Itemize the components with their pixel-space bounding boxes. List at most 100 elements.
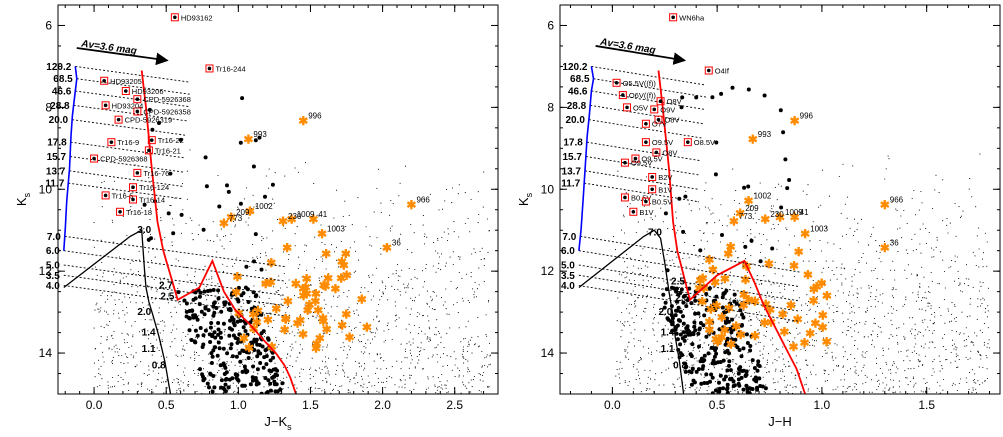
field-star bbox=[427, 376, 429, 378]
x-tick-label: 0.0 bbox=[86, 398, 103, 412]
field-star bbox=[197, 234, 199, 236]
field-star bbox=[979, 281, 981, 283]
field-star bbox=[397, 288, 399, 290]
field-star bbox=[622, 290, 624, 292]
cluster-star bbox=[740, 312, 744, 317]
cluster-star bbox=[202, 289, 207, 294]
field-star bbox=[177, 379, 179, 381]
field-star bbox=[634, 306, 636, 308]
field-star bbox=[258, 302, 260, 304]
field-star bbox=[892, 287, 894, 289]
field-star bbox=[842, 321, 845, 323]
field-star bbox=[823, 373, 825, 375]
yso-marker: ✱ bbox=[337, 318, 347, 332]
field-star bbox=[828, 195, 831, 197]
field-star bbox=[474, 251, 476, 253]
y-tick-label: 12 bbox=[541, 264, 555, 278]
field-star bbox=[778, 285, 780, 287]
cluster-star bbox=[770, 246, 775, 251]
field-star bbox=[985, 355, 987, 357]
field-star bbox=[364, 351, 366, 353]
field-star bbox=[189, 279, 191, 282]
star-dot bbox=[102, 78, 106, 83]
field-star bbox=[984, 232, 986, 234]
yso-marker: ✱ bbox=[382, 241, 392, 255]
field-star bbox=[122, 277, 124, 279]
field-star bbox=[107, 381, 109, 383]
field-star bbox=[107, 298, 109, 300]
field-star bbox=[955, 235, 957, 237]
field-star bbox=[132, 272, 134, 274]
field-star bbox=[645, 389, 647, 391]
cluster-star bbox=[263, 194, 267, 199]
field-star bbox=[369, 324, 371, 326]
field-star bbox=[873, 346, 875, 348]
field-star bbox=[844, 351, 846, 353]
yso-marker: ✱ bbox=[765, 303, 775, 317]
field-star bbox=[951, 320, 953, 322]
field-star bbox=[763, 334, 765, 336]
field-star bbox=[187, 385, 189, 387]
isochrone-mass-label: 0.8 bbox=[673, 360, 687, 371]
field-star bbox=[766, 359, 768, 361]
field-star bbox=[146, 285, 148, 287]
field-star bbox=[978, 366, 980, 368]
field-star bbox=[919, 243, 921, 245]
field-star bbox=[616, 360, 618, 363]
field-star bbox=[360, 341, 363, 343]
field-star bbox=[183, 389, 185, 391]
cluster-star bbox=[234, 354, 239, 359]
field-star bbox=[231, 296, 233, 299]
field-star bbox=[339, 327, 341, 329]
field-star bbox=[867, 244, 869, 246]
field-star bbox=[107, 384, 109, 387]
field-star bbox=[336, 369, 338, 372]
field-star bbox=[93, 327, 95, 329]
field-star bbox=[265, 175, 267, 177]
field-star bbox=[187, 380, 189, 382]
field-star bbox=[249, 296, 251, 298]
field-star bbox=[707, 344, 710, 347]
field-star bbox=[160, 220, 162, 222]
field-star bbox=[463, 357, 465, 359]
cluster-star bbox=[215, 353, 220, 358]
field-star bbox=[748, 320, 750, 322]
field-star bbox=[979, 354, 981, 356]
field-star bbox=[164, 236, 166, 239]
field-star bbox=[621, 311, 623, 313]
field-star bbox=[713, 367, 715, 369]
field-star bbox=[853, 330, 856, 332]
field-star bbox=[638, 339, 640, 342]
field-star bbox=[756, 275, 758, 277]
yso-label: 1009 bbox=[785, 208, 803, 217]
field-star bbox=[919, 360, 921, 362]
field-star bbox=[766, 361, 768, 363]
field-star bbox=[700, 373, 702, 375]
field-star bbox=[746, 271, 748, 273]
field-star bbox=[962, 210, 964, 212]
field-star bbox=[389, 230, 391, 232]
field-star bbox=[229, 369, 231, 371]
field-star bbox=[850, 327, 852, 329]
field-star bbox=[893, 288, 895, 290]
field-star bbox=[915, 343, 917, 345]
field-star bbox=[215, 374, 217, 376]
field-star bbox=[332, 295, 335, 297]
field-star bbox=[875, 240, 877, 242]
field-star bbox=[424, 233, 426, 235]
star-marker bbox=[100, 76, 109, 85]
field-star bbox=[286, 319, 288, 321]
yso-marker: ✱ bbox=[779, 325, 789, 339]
cluster-star bbox=[149, 236, 153, 241]
field-star bbox=[693, 358, 695, 360]
field-star bbox=[676, 304, 678, 306]
cluster-star bbox=[211, 374, 216, 378]
field-star bbox=[246, 388, 248, 390]
field-star bbox=[156, 323, 158, 325]
field-star bbox=[938, 192, 940, 194]
field-star bbox=[471, 352, 473, 354]
field-star bbox=[383, 341, 385, 343]
yso-marker: ✱ bbox=[406, 198, 416, 212]
field-star bbox=[842, 163, 844, 165]
field-star bbox=[759, 182, 761, 184]
